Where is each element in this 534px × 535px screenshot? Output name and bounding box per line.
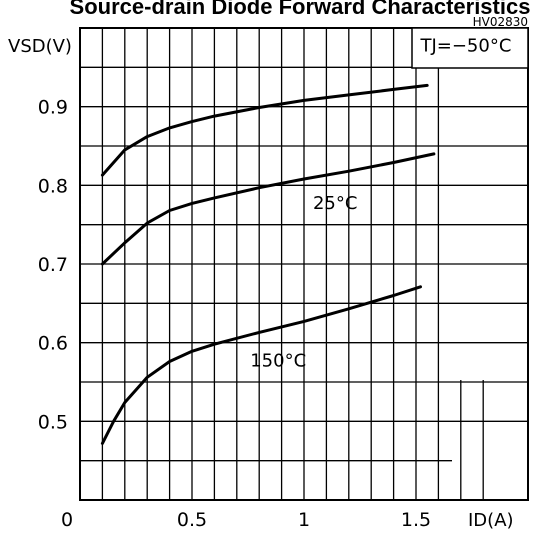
curve-label-1: TJ=−50°C (419, 36, 511, 57)
y-tick-label: 0.9 (38, 97, 68, 119)
x-tick-label: 0.5 (177, 509, 207, 530)
annotations: TJ=−50°C 25°C 150°C (250, 36, 511, 372)
series-layer (100, 83, 436, 445)
curve-label-2: 25°C (313, 193, 357, 214)
series-line-2 (100, 152, 436, 266)
legend-box (411, 27, 529, 69)
x-tick-label: 0 (61, 509, 73, 530)
chart-title: Source-drain Diode Forward Characteristi… (70, 0, 531, 19)
y-tick-label: 0.5 (38, 411, 68, 433)
y-axis-label: VSD(V) (8, 36, 72, 57)
grid (80, 28, 528, 500)
series-line-3 (100, 285, 422, 445)
tick-labels: 0.5 0.6 0.7 0.8 0.9 0 0.5 1 1.5 (38, 97, 431, 531)
series-line-1 (100, 83, 429, 177)
x-tick-label: 1.5 (401, 509, 431, 530)
plot-frame (79, 27, 529, 501)
curve-label-3: 150°C (250, 350, 306, 371)
x-axis-label: ID(A) (468, 510, 514, 530)
x-tick-label: 1 (298, 509, 310, 530)
y-tick-label: 0.8 (38, 175, 68, 197)
y-tick-label: 0.7 (38, 254, 68, 276)
figure-code: HV02830 (473, 15, 528, 29)
y-tick-label: 0.6 (38, 333, 68, 355)
